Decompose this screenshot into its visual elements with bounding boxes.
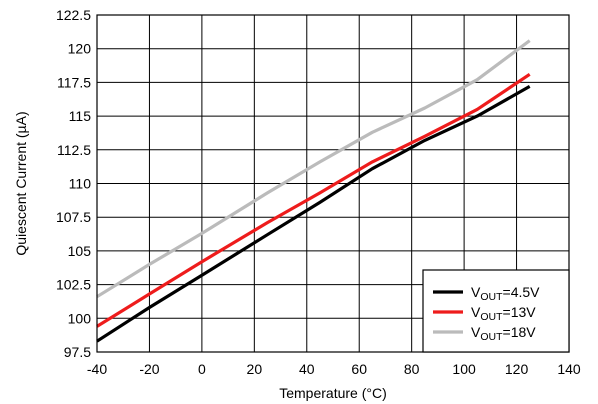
x-tick-label: 120 (505, 361, 529, 377)
y-tick-label: 122.5 (56, 7, 91, 23)
x-tick-label: -40 (87, 361, 107, 377)
x-tick-label: 100 (452, 361, 476, 377)
y-tick-label: 110 (69, 176, 92, 192)
legend-label: VOUT=4.5V (471, 284, 540, 303)
series-line-3 (96, 39, 531, 299)
series-line-2 (96, 72, 531, 328)
y-tick-label: 120 (68, 41, 92, 57)
series-lines (96, 39, 531, 343)
x-tick-label: 0 (198, 361, 206, 377)
y-tick-label: 97.5 (64, 344, 91, 360)
y-tick-label: 102.5 (56, 277, 91, 293)
x-tick-labels: -40 -20 0 20 40 60 80 100 120 140 (87, 361, 581, 377)
y-tick-label: 105 (68, 243, 92, 259)
x-axis-label: Temperature (°C) (279, 385, 387, 401)
x-tick-label: 140 (557, 361, 581, 377)
legend-label: VOUT=13V (471, 304, 536, 323)
y-tick-label: 100 (68, 310, 92, 326)
y-axis-label: Quiescent Current (µA) (13, 111, 29, 255)
legend-label: VOUT=18V (471, 324, 536, 343)
x-tick-label: 60 (351, 361, 367, 377)
x-tick-label: 20 (247, 361, 263, 377)
y-tick-label: 117.5 (57, 74, 91, 90)
plot-frame (96, 14, 570, 353)
y-tick-label: 115 (69, 108, 92, 124)
x-tick-label: 40 (299, 361, 315, 377)
y-tick-label: 107.5 (56, 209, 91, 225)
x-tick-label: -20 (139, 361, 159, 377)
y-tick-label: 112.5 (57, 142, 91, 158)
x-tick-label: 80 (404, 361, 420, 377)
y-tick-labels: 97.5 100 102.5 105 107.5 110 112.5 115 117.5 120 1… (56, 7, 91, 360)
series-line-1 (96, 85, 531, 343)
